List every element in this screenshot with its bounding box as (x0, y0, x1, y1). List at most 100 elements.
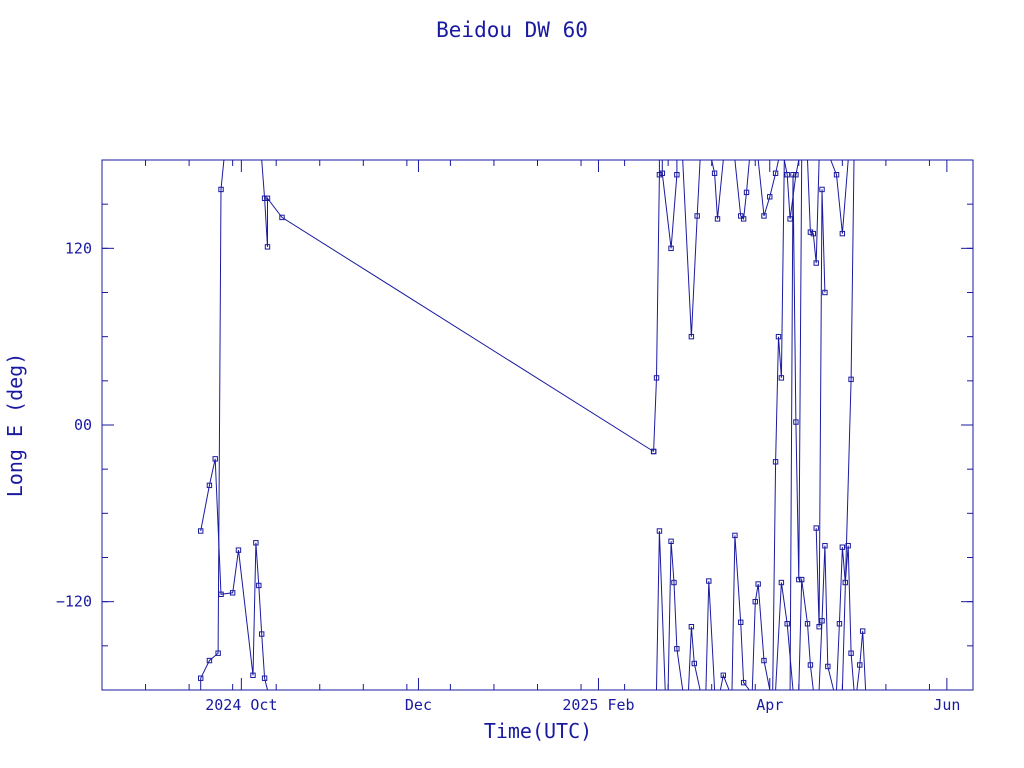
data-point (807, 229, 814, 235)
data-point (653, 375, 660, 381)
axis-ticks (102, 160, 973, 690)
data-point (235, 547, 242, 553)
data-point (819, 618, 825, 624)
data-point (714, 216, 721, 222)
data-point (198, 528, 204, 534)
upper-line (807, 160, 820, 264)
data-point (772, 459, 779, 465)
data-point (668, 538, 674, 545)
x-tick-label: 2024 Oct (205, 696, 277, 714)
data-point (674, 172, 680, 178)
data-point (822, 289, 828, 296)
data-point (229, 590, 236, 596)
data-point (825, 663, 831, 670)
data-point (743, 189, 750, 196)
data-point (784, 621, 790, 627)
bridge-line (789, 160, 803, 690)
data-point (796, 576, 802, 583)
bridge-line (815, 189, 826, 627)
lower-line (731, 535, 750, 690)
data-point (711, 170, 718, 176)
bridge-line (772, 160, 785, 690)
data-point (775, 333, 782, 340)
data-point (822, 543, 828, 549)
axis-tick-labels: 2024 Oct Dec 2025 Feb Apr Jun 120 00 −120 (56, 239, 961, 714)
series-longitude (198, 160, 867, 690)
lower-line (751, 583, 771, 690)
data-point (674, 646, 680, 652)
data-point (688, 623, 695, 630)
data-point (839, 544, 846, 550)
data-point (671, 579, 677, 586)
data-point (799, 576, 805, 583)
lower-line (719, 673, 730, 690)
data-point (732, 532, 738, 539)
lower-line (705, 581, 716, 690)
chart-title: Beidou DW 60 (436, 18, 588, 42)
data-point (253, 540, 259, 546)
upper-line (261, 160, 654, 452)
data-point (650, 448, 657, 455)
data-point (767, 194, 773, 200)
data-point (261, 195, 268, 201)
data-point (218, 591, 224, 598)
data-point (761, 657, 767, 664)
data-point (839, 230, 846, 237)
upper-line (653, 160, 660, 452)
data-point (198, 675, 204, 681)
data-point (807, 662, 814, 668)
lower-line (856, 631, 867, 690)
y-axis-label: Long E (deg) (3, 353, 27, 498)
data-point (772, 170, 779, 176)
data-point (833, 172, 840, 178)
upper-line (200, 160, 225, 690)
data-point (819, 186, 825, 193)
data-point (752, 598, 758, 605)
data-point (755, 581, 761, 587)
x-tick-label: 2025 Feb (562, 696, 634, 714)
data-point (793, 419, 799, 425)
lower-line (200, 458, 268, 690)
data-point (694, 213, 700, 219)
data-point (813, 525, 819, 531)
data-point (740, 216, 747, 222)
upper-line (661, 160, 678, 249)
lower-line (667, 541, 684, 690)
data-point (212, 456, 218, 462)
lower-line (656, 530, 666, 690)
data-point (720, 672, 727, 678)
plot-frame (101, 159, 974, 691)
data-point (813, 260, 819, 266)
data-point (706, 578, 712, 584)
lower-line (836, 545, 855, 690)
data-point (264, 195, 271, 201)
data-point (804, 621, 811, 627)
bridge-line (841, 160, 855, 690)
data-point (258, 631, 265, 637)
data-point (778, 375, 785, 381)
lower-line (818, 545, 835, 690)
data-point (261, 675, 268, 681)
data-point (250, 672, 256, 678)
data-point (691, 660, 697, 667)
data-point (218, 186, 224, 193)
upper-line (757, 160, 779, 217)
data-point (206, 482, 213, 489)
data-point (761, 213, 767, 219)
data-point (784, 172, 790, 178)
data-point (790, 172, 796, 178)
data-point (836, 621, 843, 627)
x-tick-label: Dec (405, 696, 432, 714)
data-point (668, 245, 674, 252)
upper-line (783, 160, 800, 219)
data-point (215, 650, 221, 656)
data-point (857, 662, 863, 668)
data-point (264, 244, 271, 250)
upper-line (734, 160, 750, 221)
upper-line (682, 160, 701, 337)
data-point (816, 623, 822, 630)
y-tick-label: 00 (74, 416, 92, 434)
x-tick-label: Apr (756, 696, 783, 714)
upper-line (711, 160, 724, 219)
